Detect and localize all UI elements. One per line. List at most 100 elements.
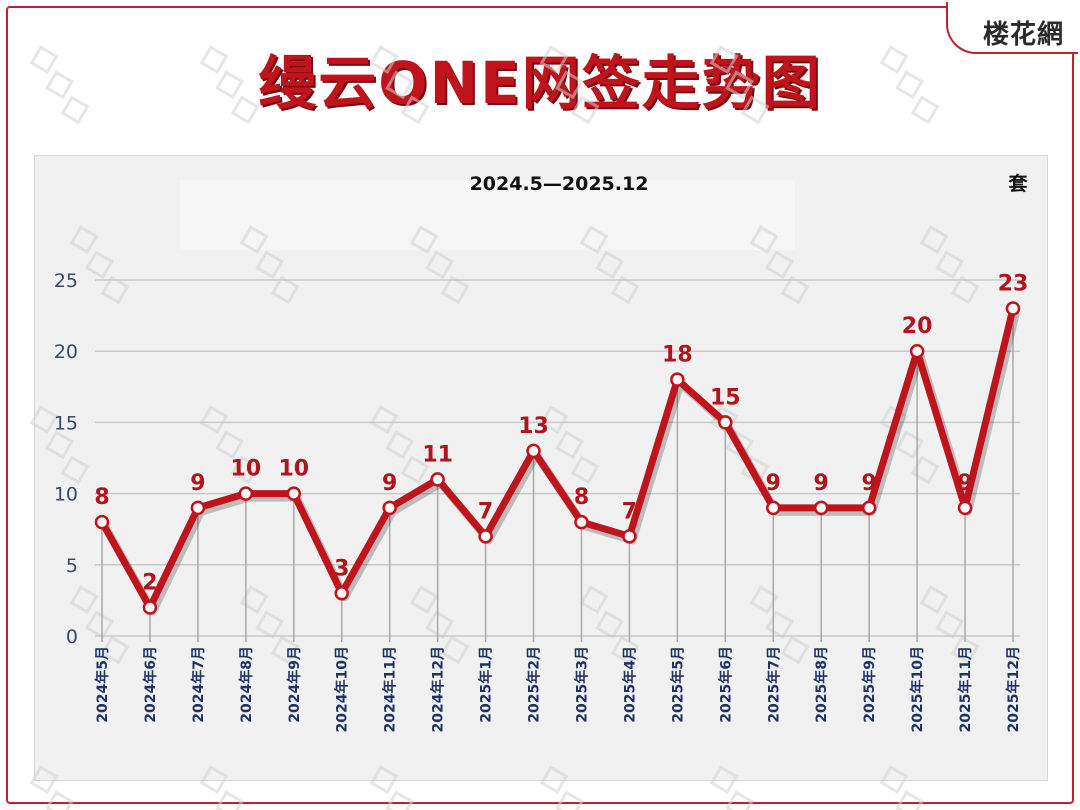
watermark-mark — [919, 225, 980, 305]
data-point — [909, 343, 925, 359]
data-label: 18 — [662, 343, 693, 368]
watermark-mark — [199, 765, 244, 810]
x-tick-label: 2024年10月 — [334, 646, 351, 732]
data-label: 7 — [622, 499, 637, 524]
data-point — [382, 500, 397, 516]
data-label: 7 — [478, 499, 493, 524]
watermark-mark — [29, 405, 90, 485]
y-tick-label: 20 — [54, 341, 78, 363]
subtitle-band — [180, 180, 795, 250]
data-point — [813, 500, 829, 516]
data-point — [718, 415, 733, 430]
data-label: 9 — [957, 471, 972, 496]
chart-date-range: 2024.5—2025.12 — [470, 173, 649, 195]
x-tick-label: 2025年4月 — [621, 646, 638, 723]
watermark-mark — [199, 45, 260, 125]
y-tick-label: 0 — [66, 626, 78, 648]
drop-lines — [101, 308, 1014, 642]
x-tick-label: 2025年3月 — [573, 646, 590, 723]
x-tick-label: 2024年7月 — [190, 646, 207, 723]
data-label: 9 — [814, 471, 829, 496]
watermark-mark — [919, 585, 980, 665]
data-labels: 8 2 9 10 10 3 9 11 7 13 8 7 18 15 9 9 9 20 9 23 — [94, 271, 1028, 595]
watermark-mark — [369, 405, 430, 485]
data-label: 8 — [94, 485, 109, 510]
watermark-mark — [409, 225, 470, 305]
x-tick-label: 2025年10月 — [909, 646, 926, 732]
x-tick-label: 2025年1月 — [478, 646, 495, 723]
x-tick-label: 2025年7月 — [765, 646, 782, 723]
watermark-mark — [539, 765, 584, 810]
watermark-mark — [879, 765, 924, 810]
watermark-mark — [29, 765, 74, 810]
watermark-mark — [239, 225, 300, 305]
watermark-mark — [29, 45, 90, 125]
data-label: 15 — [710, 385, 741, 410]
data-point — [238, 486, 254, 501]
brand-logo: 楼花網 — [982, 20, 1064, 50]
y-tick-label: 25 — [54, 270, 78, 292]
chart-main-title: 缦云ONE网签走势图 — [258, 49, 822, 117]
y-tick-label: 10 — [54, 484, 78, 506]
watermark-mark — [409, 585, 470, 665]
data-point — [430, 472, 445, 487]
x-tick-label: 2025年2月 — [526, 646, 543, 723]
watermark-mark — [579, 585, 640, 665]
data-label: 10 — [231, 457, 262, 482]
x-tick-label: 2025年11月 — [957, 646, 974, 732]
data-label: 20 — [902, 314, 933, 339]
data-label: 3 — [334, 556, 349, 581]
x-tick-label: 2024年12月 — [430, 646, 447, 732]
watermark-mark — [749, 225, 810, 305]
data-point — [1005, 301, 1021, 316]
data-point — [622, 529, 637, 544]
data-label: 23 — [998, 271, 1029, 296]
watermark-mark — [539, 405, 600, 485]
y-tick-label: 15 — [54, 412, 78, 434]
data-label: 2 — [142, 571, 157, 596]
x-tick-label: 2024年8月 — [238, 646, 255, 723]
data-label: 13 — [518, 414, 549, 439]
watermark-layer — [29, 45, 980, 810]
x-tick-label: 2025年5月 — [669, 646, 686, 723]
data-label: 8 — [574, 485, 589, 510]
logo-tab — [946, 2, 1078, 54]
data-point — [142, 600, 158, 615]
data-label: 9 — [382, 471, 397, 496]
watermark-mark — [69, 585, 130, 665]
data-point — [94, 514, 110, 530]
data-label: 11 — [422, 442, 453, 467]
watermark-mark — [369, 45, 430, 125]
watermark-mark — [879, 45, 940, 125]
x-tick-label: 2024年11月 — [382, 646, 399, 732]
data-label: 10 — [278, 457, 309, 482]
x-tick-label: 2024年5月 — [94, 646, 111, 723]
data-point — [957, 500, 973, 516]
grid-lines — [95, 279, 1020, 637]
watermark-mark — [199, 405, 260, 485]
watermark-mark — [539, 45, 600, 125]
watermark-mark — [749, 585, 810, 665]
x-tick-label: 2024年6月 — [142, 646, 159, 723]
unit-label: 套 — [1007, 172, 1028, 195]
data-point — [670, 372, 685, 387]
watermark-mark — [709, 45, 770, 125]
data-points — [94, 301, 1021, 615]
y-axis-ticks: 0 5 10 15 20 25 — [54, 270, 78, 648]
data-point — [478, 529, 493, 544]
data-label: 9 — [862, 471, 877, 496]
data-point — [334, 586, 349, 601]
x-tick-label: 2025年12月 — [1005, 646, 1022, 732]
watermark-mark — [69, 225, 130, 305]
x-tick-label: 2024年9月 — [286, 646, 303, 723]
data-label: 9 — [190, 471, 205, 496]
x-tick-label: 2025年6月 — [717, 646, 734, 723]
data-label: 9 — [766, 471, 781, 496]
data-point — [574, 514, 589, 530]
x-tick-label: 2025年9月 — [861, 646, 878, 723]
series-line — [98, 304, 1017, 612]
watermark-mark — [369, 765, 414, 810]
data-point — [526, 443, 541, 459]
watermark-mark — [709, 765, 754, 810]
